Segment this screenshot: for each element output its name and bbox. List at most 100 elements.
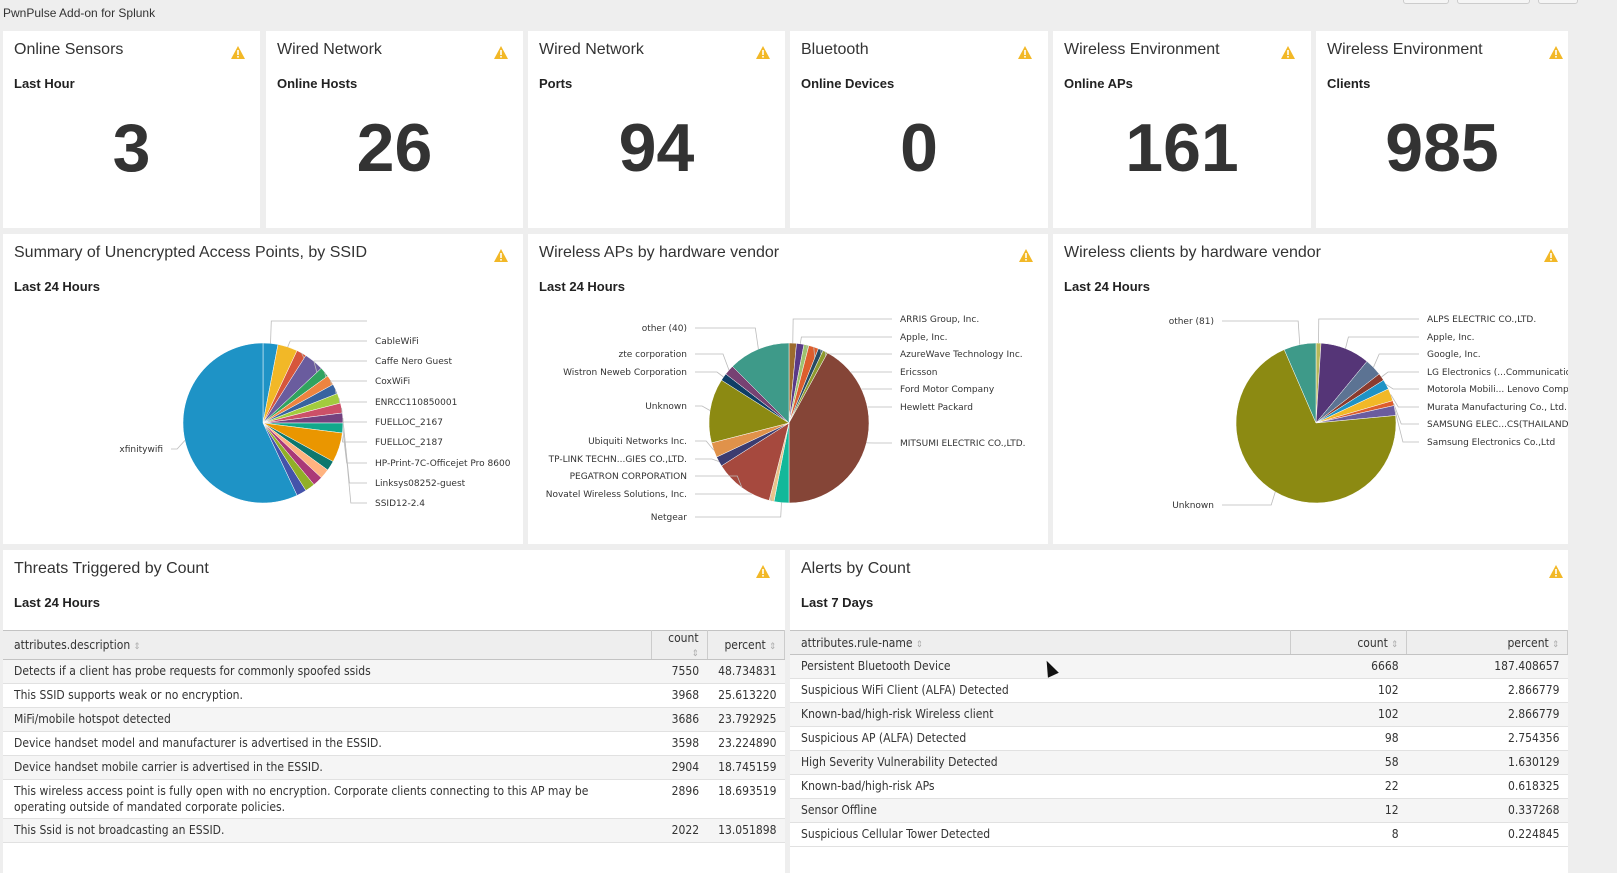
table-cell: 0.224845 bbox=[1406, 822, 1568, 847]
table-cell: Sensor Offline bbox=[790, 798, 1291, 823]
slice-label[interactable]: ENRCC110850001 bbox=[375, 398, 457, 408]
column-header[interactable]: attributes.description ⇕ bbox=[3, 630, 652, 660]
panel-client-vendors: Wireless clients by hardware vendor Last… bbox=[1053, 234, 1568, 544]
slice-label[interactable]: Hewlett Packard bbox=[900, 403, 973, 413]
warning-icon[interactable] bbox=[1548, 564, 1564, 579]
warning-icon[interactable] bbox=[1543, 248, 1559, 263]
table-cell: 25.613220 bbox=[707, 683, 785, 708]
table-cell: 58 bbox=[1290, 750, 1407, 775]
table-cell: 18.693519 bbox=[707, 779, 785, 819]
leader-line bbox=[1222, 491, 1276, 506]
slice-label[interactable]: Samsung Electronics Co.,Ltd bbox=[1427, 438, 1555, 448]
slice-label[interactable]: other (81) bbox=[1169, 317, 1214, 327]
slice-label[interactable]: Unknown bbox=[1172, 501, 1214, 511]
pie-slice[interactable] bbox=[708, 379, 790, 444]
slice-label[interactable]: PEGATRON CORPORATION bbox=[570, 472, 687, 482]
warning-icon[interactable] bbox=[755, 564, 771, 579]
panel-title: Wireless Environment bbox=[1064, 41, 1220, 58]
table-row: Device handset model and manufacturer is… bbox=[3, 731, 785, 756]
warning-icon[interactable] bbox=[1280, 45, 1296, 60]
slice-label[interactable]: Unknown bbox=[645, 402, 687, 412]
table-cell: 2.866779 bbox=[1406, 678, 1568, 703]
pie-slice[interactable] bbox=[732, 342, 790, 424]
slice-label[interactable]: zte corporation bbox=[619, 350, 687, 360]
table-cell: 1.630129 bbox=[1406, 750, 1568, 775]
column-header[interactable]: percent ⇕ bbox=[707, 630, 785, 660]
panel-subtitle: Last 24 Hours bbox=[14, 595, 100, 610]
slice-label[interactable]: Caffe Nero Guest bbox=[375, 357, 452, 367]
pie-chart: CableWiFi Caffe Nero Guest CoxWiFi ENRCC110… bbox=[119, 320, 511, 509]
slice-label[interactable]: AzureWave Technology Inc. bbox=[900, 350, 1023, 360]
table-cell: Detects if a client has probe requests f… bbox=[3, 659, 652, 684]
sort-icon[interactable]: ⇕ bbox=[769, 642, 776, 652]
slice-label[interactable]: Netgear bbox=[651, 513, 688, 523]
slice-label[interactable]: xfinitywifi bbox=[119, 445, 163, 455]
table-cell: 2896 bbox=[651, 779, 708, 819]
leader-line bbox=[695, 371, 724, 378]
slice-label[interactable]: SSID12-2.4 bbox=[375, 499, 425, 509]
column-header[interactable]: percent ⇕ bbox=[1406, 630, 1568, 655]
slice-label[interactable]: ARRIS Group, Inc. bbox=[900, 315, 979, 325]
table-row: High Severity Vulnerability Detected 58 1.… bbox=[790, 750, 1568, 775]
slice-label[interactable]: Linksys08252-guest bbox=[375, 479, 466, 489]
slice-label[interactable]: Novatel Wireless Solutions, Inc. bbox=[546, 490, 687, 500]
panel-title: Wireless Environment bbox=[1327, 41, 1483, 58]
column-header[interactable]: attributes.rule-name ⇕ bbox=[790, 630, 1292, 655]
table-cell: 8 bbox=[1290, 822, 1407, 847]
table-cell: This SSID supports weak or no encryption… bbox=[3, 683, 652, 708]
slice-label[interactable]: FUELLOC_2187 bbox=[375, 438, 443, 448]
column-header[interactable]: count ⇕ bbox=[1290, 630, 1408, 655]
pie-slice[interactable] bbox=[182, 342, 298, 504]
slice-label[interactable]: Apple, Inc. bbox=[1427, 333, 1475, 343]
slice-label[interactable]: ALPS ELECTRIC CO.,LTD. bbox=[1427, 315, 1536, 325]
slice-label[interactable]: Apple, Inc. bbox=[900, 333, 948, 343]
toolbar-button[interactable] bbox=[1403, 0, 1449, 4]
leader-line bbox=[799, 336, 892, 344]
warning-icon[interactable] bbox=[230, 45, 246, 60]
pie-slice[interactable] bbox=[788, 352, 870, 504]
warning-icon[interactable] bbox=[1018, 248, 1034, 263]
pie-slice[interactable] bbox=[1283, 342, 1317, 424]
slice-label[interactable]: Ubiquiti Networks Inc. bbox=[588, 437, 687, 447]
slice-label[interactable]: MITSUMI ELECTRIC CO.,LTD. bbox=[900, 439, 1026, 449]
panel-subtitle: Online APs bbox=[1064, 76, 1133, 91]
slice-label[interactable]: SAMSUNG ELEC...CS(THAILAND) bbox=[1427, 420, 1568, 430]
slice-label[interactable]: LG Electronics (...Communications bbox=[1427, 368, 1568, 378]
warning-icon[interactable] bbox=[755, 45, 771, 60]
slice-label[interactable]: Motorola Mobili... Lenovo Company bbox=[1427, 385, 1568, 395]
slice-label[interactable]: Murata Manufacturing Co., Ltd. bbox=[1427, 403, 1567, 413]
panel-subtitle: Online Devices bbox=[801, 76, 895, 91]
table-cell: Suspicious Cellular Tower Detected bbox=[790, 822, 1291, 847]
leader-line bbox=[1345, 336, 1419, 349]
slice-label[interactable]: Google, Inc. bbox=[1427, 350, 1481, 360]
warning-icon[interactable] bbox=[1548, 45, 1564, 60]
table-cell: 22 bbox=[1290, 774, 1407, 799]
slice-label[interactable]: HP-Print-7C-Officejet Pro 8600 bbox=[375, 459, 511, 469]
slice-label[interactable]: other (40) bbox=[642, 324, 687, 334]
toolbar-button[interactable] bbox=[1457, 0, 1530, 4]
column-header[interactable]: count ⇕ bbox=[651, 630, 708, 660]
slice-label[interactable]: TP-LINK TECHN...GIES CO.,LTD. bbox=[548, 455, 687, 465]
slice-label[interactable]: Ford Motor Company bbox=[900, 385, 995, 395]
slice-label[interactable]: Ericsson bbox=[900, 368, 937, 378]
sort-icon[interactable]: ⇕ bbox=[1552, 639, 1559, 650]
warning-icon[interactable] bbox=[1017, 45, 1033, 60]
table-cell: Known-bad/high-risk Wireless client bbox=[790, 702, 1291, 727]
toolbar-button[interactable] bbox=[1538, 0, 1578, 4]
panel-title: Wireless APs by hardware vendor bbox=[539, 244, 780, 261]
slice-label[interactable]: CoxWiFi bbox=[375, 377, 410, 387]
slice-label[interactable]: Wistron Neweb Corporation bbox=[563, 368, 687, 378]
table-cell: 23.792925 bbox=[707, 707, 785, 732]
warning-icon[interactable] bbox=[493, 248, 509, 263]
sort-icon[interactable]: ⇕ bbox=[133, 642, 141, 652]
slice-label[interactable]: CableWiFi bbox=[375, 337, 419, 347]
table-cell: Device handset model and manufacturer is… bbox=[3, 731, 652, 756]
sort-icon[interactable]: ⇕ bbox=[1391, 639, 1399, 650]
table-cell: Known-bad/high-risk APs bbox=[790, 774, 1291, 799]
leader-line bbox=[695, 327, 759, 350]
slice-label[interactable]: FUELLOC_2167 bbox=[375, 418, 443, 428]
leader-line bbox=[1373, 353, 1419, 368]
sort-icon[interactable]: ⇕ bbox=[916, 639, 923, 650]
warning-icon[interactable] bbox=[493, 45, 509, 60]
sort-icon[interactable]: ⇕ bbox=[691, 649, 699, 659]
